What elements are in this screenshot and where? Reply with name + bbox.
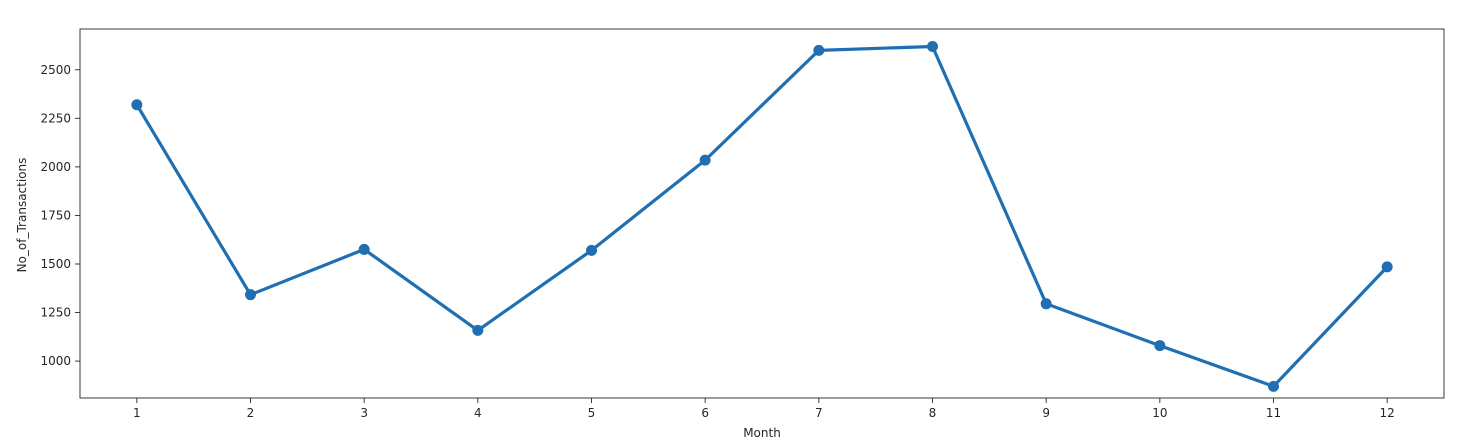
data-point bbox=[358, 243, 370, 255]
data-point bbox=[245, 289, 256, 301]
x-tick-label: 7 bbox=[815, 406, 823, 420]
data-point bbox=[131, 99, 143, 111]
axes bbox=[79, 28, 1445, 399]
x-tick-label: 5 bbox=[588, 406, 596, 420]
x-axis-label: Month bbox=[743, 426, 781, 440]
x-tick-label: 10 bbox=[1152, 406, 1167, 420]
x-tick-label: 1 bbox=[133, 406, 141, 420]
y-axis-ticks: 1000 1250 1500 1750 2000 2250 2500 bbox=[40, 63, 80, 368]
x-tick-label: 11 bbox=[1266, 406, 1281, 420]
y-tick-label: 1250 bbox=[40, 306, 71, 320]
data-point bbox=[1268, 380, 1279, 392]
data-point bbox=[472, 324, 484, 336]
data-point bbox=[586, 244, 597, 256]
x-tick-label: 2 bbox=[247, 406, 255, 420]
x-tick-label: 9 bbox=[1042, 406, 1050, 420]
x-axis-ticks: 1 2 3 4 5 6 7 8 9 10 11 12 bbox=[133, 398, 1395, 420]
x-tick-label: 8 bbox=[929, 406, 937, 420]
y-tick-label: 1500 bbox=[40, 257, 71, 271]
y-tick-label: 2500 bbox=[40, 63, 71, 77]
series-line bbox=[135, 44, 1389, 388]
data-point bbox=[699, 154, 711, 166]
data-point bbox=[813, 44, 825, 56]
data-point bbox=[1154, 340, 1166, 352]
y-axis-label: No_of_Transactions bbox=[15, 158, 29, 273]
y-tick-label: 2000 bbox=[40, 160, 71, 174]
y-tick-label: 1750 bbox=[40, 208, 71, 222]
y-tick-label: 2250 bbox=[40, 111, 71, 125]
series-group bbox=[131, 40, 1393, 392]
x-tick-label: 6 bbox=[701, 406, 709, 420]
x-tick-label: 4 bbox=[474, 406, 482, 420]
y-tick-label: 1000 bbox=[40, 354, 71, 368]
data-point bbox=[927, 40, 938, 52]
x-tick-label: 12 bbox=[1380, 406, 1395, 420]
plot-frame bbox=[79, 28, 1445, 399]
x-tick-label: 3 bbox=[360, 406, 368, 420]
data-point bbox=[1040, 298, 1052, 310]
data-point bbox=[1381, 261, 1393, 273]
